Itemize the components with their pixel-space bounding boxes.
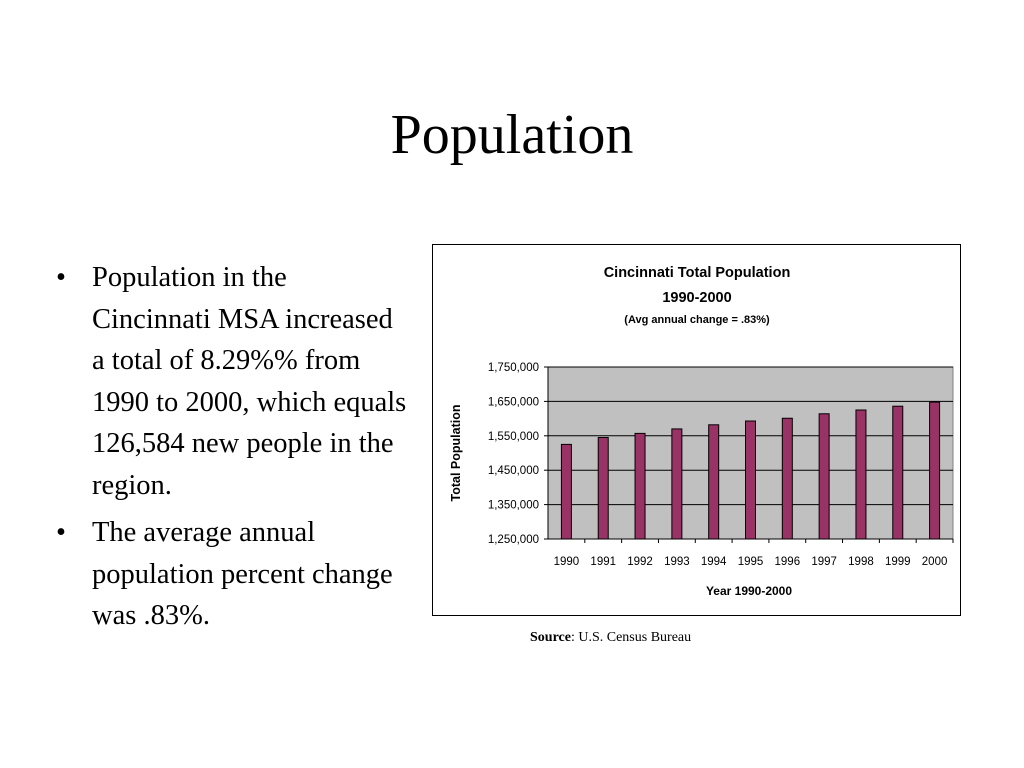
bar-1991 [597, 437, 609, 540]
y-axis-label: Total Population [449, 405, 463, 502]
y-tick-label: 1,750,000 [488, 362, 539, 374]
bullet-glyph: • [56, 262, 66, 293]
bullet-text: Population in the Cincinnati MSA increas… [92, 262, 407, 501]
bar-1993 [671, 428, 683, 540]
bar-1998 [855, 409, 867, 540]
x-tick-label: 1997 [811, 556, 837, 568]
y-tick-label: 1,350,000 [488, 500, 539, 512]
bar-1996 [781, 417, 793, 540]
slide-title: Population [390, 104, 634, 166]
source-citation: Source: U.S. Census Bureau [530, 630, 691, 646]
x-tick-label: 1998 [848, 556, 874, 568]
bullet-glyph: • [56, 517, 66, 548]
x-tick-label: 1999 [885, 556, 911, 568]
bar-1990 [560, 443, 572, 540]
chart-subtitle: 1990-2000 [662, 290, 731, 306]
population-bar-chart: Cincinnati Total Population 1990-2000 (A… [449, 265, 954, 598]
bar-2000 [929, 401, 941, 540]
x-tick-label: 1990 [554, 556, 580, 568]
bullet-item: • Population in the Cincinnati MSA incre… [52, 257, 412, 506]
x-tick-label: 1996 [775, 556, 801, 568]
bullet-item: • The average annual population percent … [52, 512, 412, 637]
bullet-list: • Population in the Cincinnati MSA incre… [52, 257, 412, 643]
bar-1997 [818, 413, 830, 540]
x-tick-label: 1994 [701, 556, 727, 568]
x-tick-label: 2000 [922, 556, 948, 568]
bar-1999 [892, 405, 904, 540]
y-tick-label: 1,450,000 [488, 465, 539, 477]
source-text: : U.S. Census Bureau [570, 630, 692, 645]
x-tick-label: 1991 [590, 556, 616, 568]
bar-1992 [634, 432, 646, 540]
x-tick-label: 1992 [627, 556, 653, 568]
y-tick-label: 1,550,000 [488, 431, 539, 443]
bar-1994 [708, 424, 720, 540]
source-label: Source [530, 630, 571, 645]
x-tick-label: 1993 [664, 556, 690, 568]
chart-container: Cincinnati Total Population 1990-2000 (A… [432, 244, 961, 616]
bullet-text: The average annual population percent ch… [92, 517, 393, 631]
chart-title: Cincinnati Total Population [604, 265, 791, 281]
chart-note: (Avg annual change = .83%) [624, 314, 770, 326]
y-tick-label: 1,250,000 [488, 534, 539, 546]
bar-1995 [745, 420, 756, 540]
x-tick-label: 1995 [738, 556, 764, 568]
x-axis-label: Year 1990-2000 [706, 584, 792, 598]
y-tick-label: 1,650,000 [488, 396, 539, 408]
